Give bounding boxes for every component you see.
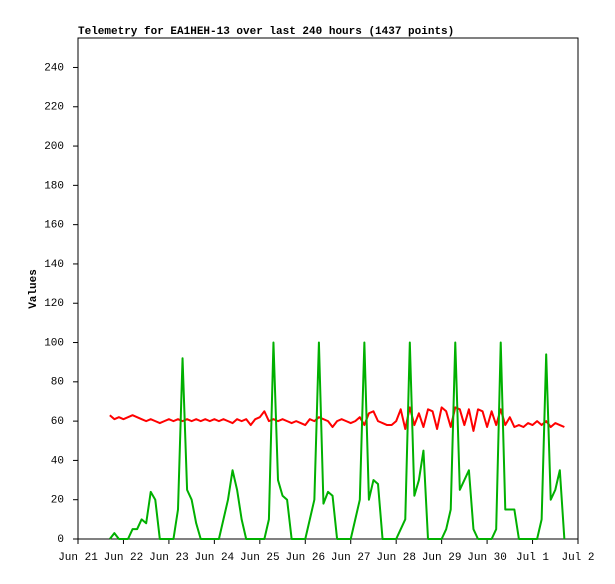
y-tick-label: 20 — [51, 495, 64, 507]
y-tick-label: 80 — [51, 377, 64, 389]
y-axis-label: Values — [28, 269, 40, 309]
y-tick-label: 60 — [51, 416, 64, 428]
x-tick-label: Jun 23 — [149, 552, 189, 564]
y-tick-label: 200 — [44, 141, 64, 153]
y-tick-label: 140 — [44, 259, 64, 271]
chart-title: Telemetry for EA1HEH-13 over last 240 ho… — [78, 26, 454, 38]
plot-frame — [77, 37, 579, 540]
x-tick-label: Jun 21 — [58, 552, 98, 564]
x-tick-label: Jun 22 — [104, 552, 144, 564]
series-line — [109, 341, 566, 540]
x-tick-label: Jun 29 — [422, 552, 462, 564]
y-tick-label: 220 — [44, 102, 64, 114]
y-tick-label: 240 — [44, 62, 64, 74]
y-tick-label: 0 — [57, 534, 64, 546]
x-tick-label: Jun 28 — [376, 552, 416, 564]
y-tick-label: 40 — [51, 455, 64, 467]
x-tick-label: Jul 2 — [561, 552, 594, 564]
x-tick-label: Jun 25 — [240, 552, 280, 564]
y-tick-label: 100 — [44, 337, 64, 349]
y-tick-label: 180 — [44, 180, 64, 192]
y-tick-label: 160 — [44, 220, 64, 232]
y-tick-label: 120 — [44, 298, 64, 310]
x-tick-label: Jul 1 — [516, 552, 549, 564]
x-tick-label: Jun 27 — [331, 552, 371, 564]
x-tick-label: Jun 30 — [467, 552, 507, 564]
x-tick-label: Jun 24 — [195, 552, 235, 564]
x-tick-label: Jun 26 — [285, 552, 325, 564]
